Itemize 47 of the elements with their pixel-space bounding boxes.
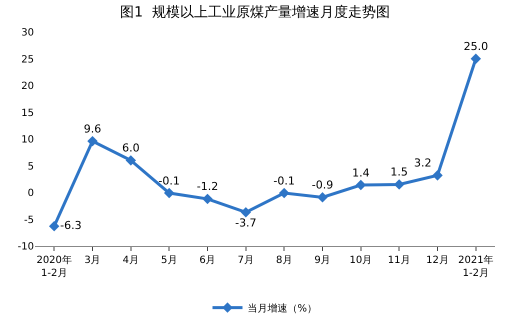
point [48, 221, 60, 232]
x-tick-label: 8月 [276, 255, 292, 266]
data-label: -1.2 [196, 180, 218, 194]
y-tick-label: -10 [18, 242, 34, 252]
y-tick-label: 5 [28, 161, 34, 172]
x-tick-label: 2021年 1-2月 [458, 254, 494, 279]
point [278, 188, 290, 198]
x-tick-label: 11月 [388, 255, 411, 266]
x-tick-label: 5月 [160, 255, 178, 266]
point [240, 207, 252, 218]
x-tick-label: 4月 [122, 255, 140, 266]
data-label: -3.7 [235, 216, 257, 230]
y-tick-label: -5 [24, 214, 34, 226]
x-tick-label: 12月 [426, 255, 449, 266]
y-tick-label: 0 [28, 188, 34, 199]
y-tick-label: 20 [21, 81, 34, 92]
point [87, 136, 98, 146]
data-label: -6.3 [60, 218, 82, 232]
data-label: -0.1 [158, 174, 180, 188]
x-tick-label: 2020年 1-2月 [36, 254, 72, 279]
y-tick-label: 10 [21, 134, 34, 146]
data-label: -0.9 [312, 178, 334, 192]
point [470, 54, 482, 64]
chart-title: 图1 规模以上工业原煤产量增速月度走势图 [120, 4, 390, 20]
data-label: 9.6 [84, 122, 102, 136]
data-label: 3.2 [414, 156, 432, 170]
y-tick-label: 15 [21, 108, 34, 119]
data-label: 1.4 [352, 166, 370, 180]
legend-label: 当月增速（%） [248, 302, 318, 314]
y-tick-label: 25 [21, 54, 34, 66]
x-tick-label: 6月 [199, 255, 216, 266]
point [317, 192, 328, 203]
x-tick-label: 7月 [238, 255, 254, 266]
point [126, 155, 136, 166]
point [394, 179, 404, 190]
x-tick-label: 10月 [349, 255, 372, 266]
point [432, 170, 443, 181]
point [164, 188, 174, 198]
data-label: 1.5 [390, 166, 408, 179]
y-tick-label: 30 [21, 28, 34, 38]
data-label: -0.1 [273, 174, 295, 188]
x-tick-label: 9月 [314, 255, 331, 266]
data-label: 6.0 [122, 142, 140, 155]
x-tick-label: 3月 [84, 255, 101, 266]
data-label: 25.0 [464, 40, 488, 53]
point [356, 180, 366, 190]
point [202, 194, 213, 204]
